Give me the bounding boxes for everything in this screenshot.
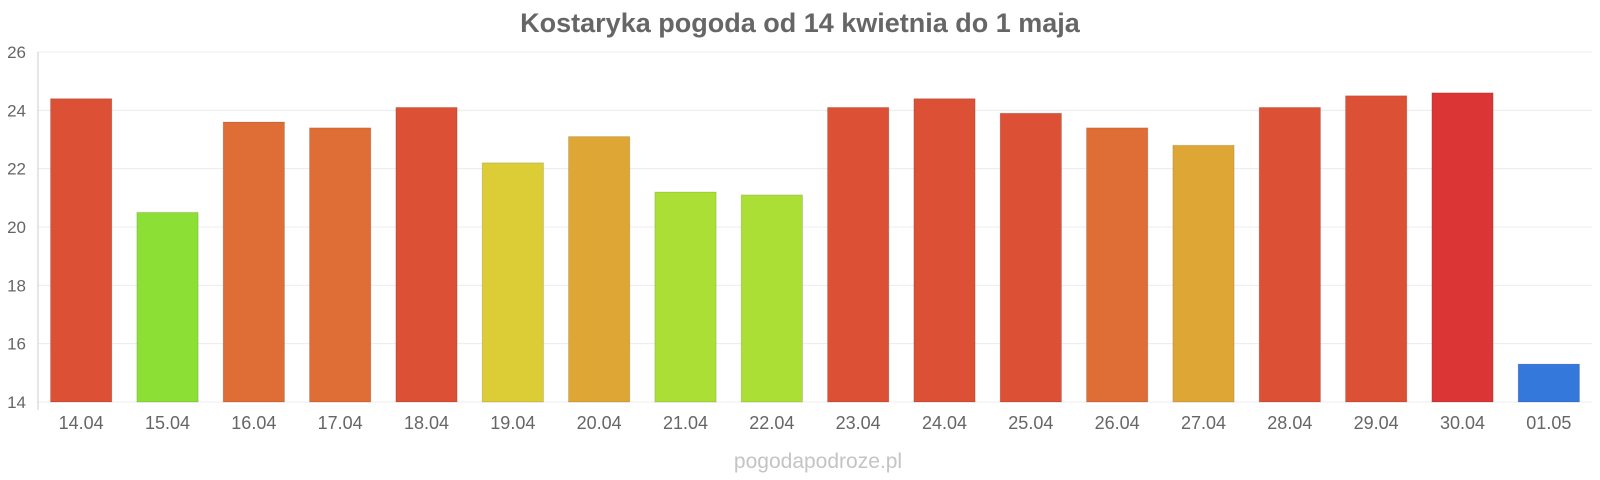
y-tick-label: 20 [7,218,26,237]
x-tick-label: 28.04 [1267,413,1312,433]
x-tick-label: 16.04 [231,413,276,433]
bar-17.04[interactable] [309,127,372,403]
bar-22.04[interactable] [740,194,803,403]
x-tick-label: 18.04 [404,413,449,433]
bar-25.04[interactable] [999,112,1062,403]
watermark: pogodapodroze.pl [734,450,902,473]
x-tick-label: 17.04 [318,413,363,433]
y-axis: 14 16 18 20 22 24 26 [7,43,39,412]
y-tick-label: 16 [7,335,26,354]
x-tick-label: 14.04 [59,413,104,433]
bar-30.04[interactable] [1431,92,1494,403]
x-tick-label: 30.04 [1440,413,1485,433]
bars [50,92,1580,403]
bar-18.04[interactable] [395,106,458,403]
x-tick-label: 27.04 [1181,413,1226,433]
x-tick-label: 01.05 [1526,413,1571,433]
y-tick-label: 14 [7,393,26,412]
x-tick-label: 26.04 [1095,413,1140,433]
bar-26.04[interactable] [1086,127,1149,403]
bar-29.04[interactable] [1345,95,1408,403]
y-tick-label: 22 [7,160,26,179]
x-tick-label: 19.04 [490,413,535,433]
bar-19.04[interactable] [481,162,544,403]
bar-24.04[interactable] [913,98,976,403]
bar-20.04[interactable] [568,136,631,403]
bar-15.04[interactable] [136,211,199,403]
x-tick-label: 21.04 [663,413,708,433]
bar-23.04[interactable] [827,106,890,403]
bar-28.04[interactable] [1258,106,1321,403]
bar-01.05[interactable] [1517,363,1580,403]
y-tick-label: 26 [7,43,26,62]
y-tick-label: 24 [7,101,26,120]
bar-27.04[interactable] [1172,144,1235,403]
x-tick-label: 25.04 [1008,413,1053,433]
x-tick-label: 24.04 [922,413,967,433]
grid-lines [38,51,1592,403]
y-tick-label: 18 [7,276,26,295]
chart-title: Kostaryka pogoda od 14 kwietnia do 1 maj… [520,8,1081,38]
x-tick-label: 22.04 [749,413,794,433]
x-tick-label: 29.04 [1354,413,1399,433]
bar-14.04[interactable] [50,98,113,403]
x-tick-label: 20.04 [577,413,622,433]
bar-21.04[interactable] [654,191,717,403]
x-axis: 14.04 15.04 16.04 17.04 18.04 19.04 20.04 21.04… [59,413,1572,433]
x-tick-label: 23.04 [836,413,881,433]
bar-16.04[interactable] [222,121,285,403]
x-tick-label: 15.04 [145,413,190,433]
